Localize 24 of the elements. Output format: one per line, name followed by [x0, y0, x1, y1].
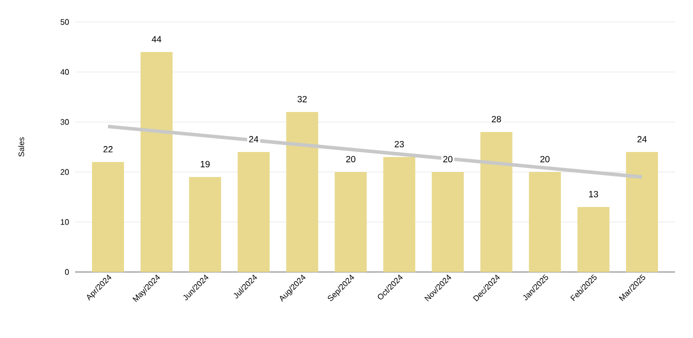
bar [92, 162, 124, 272]
data-label: 19 [200, 160, 210, 168]
bar [334, 172, 367, 272]
bar [528, 172, 561, 272]
data-label: 22 [103, 146, 113, 152]
bar [383, 157, 416, 272]
bar [238, 152, 270, 272]
data-label: 32 [298, 96, 307, 102]
bar [577, 207, 610, 272]
data-label: 28 [492, 116, 501, 122]
bar [626, 152, 658, 272]
data-label: 44 [152, 36, 162, 42]
data-label: 13 [589, 190, 598, 198]
bar [286, 112, 318, 272]
bar [140, 52, 173, 272]
bar [189, 177, 222, 272]
bar [432, 172, 464, 272]
data-label: 24 [637, 136, 647, 142]
data-label: 20 [540, 156, 550, 162]
data-label: 23 [394, 140, 404, 148]
bar [480, 132, 512, 272]
data-label: 20 [443, 156, 452, 162]
data-label: 24 [249, 136, 258, 142]
data-label: 20 [346, 156, 356, 162]
